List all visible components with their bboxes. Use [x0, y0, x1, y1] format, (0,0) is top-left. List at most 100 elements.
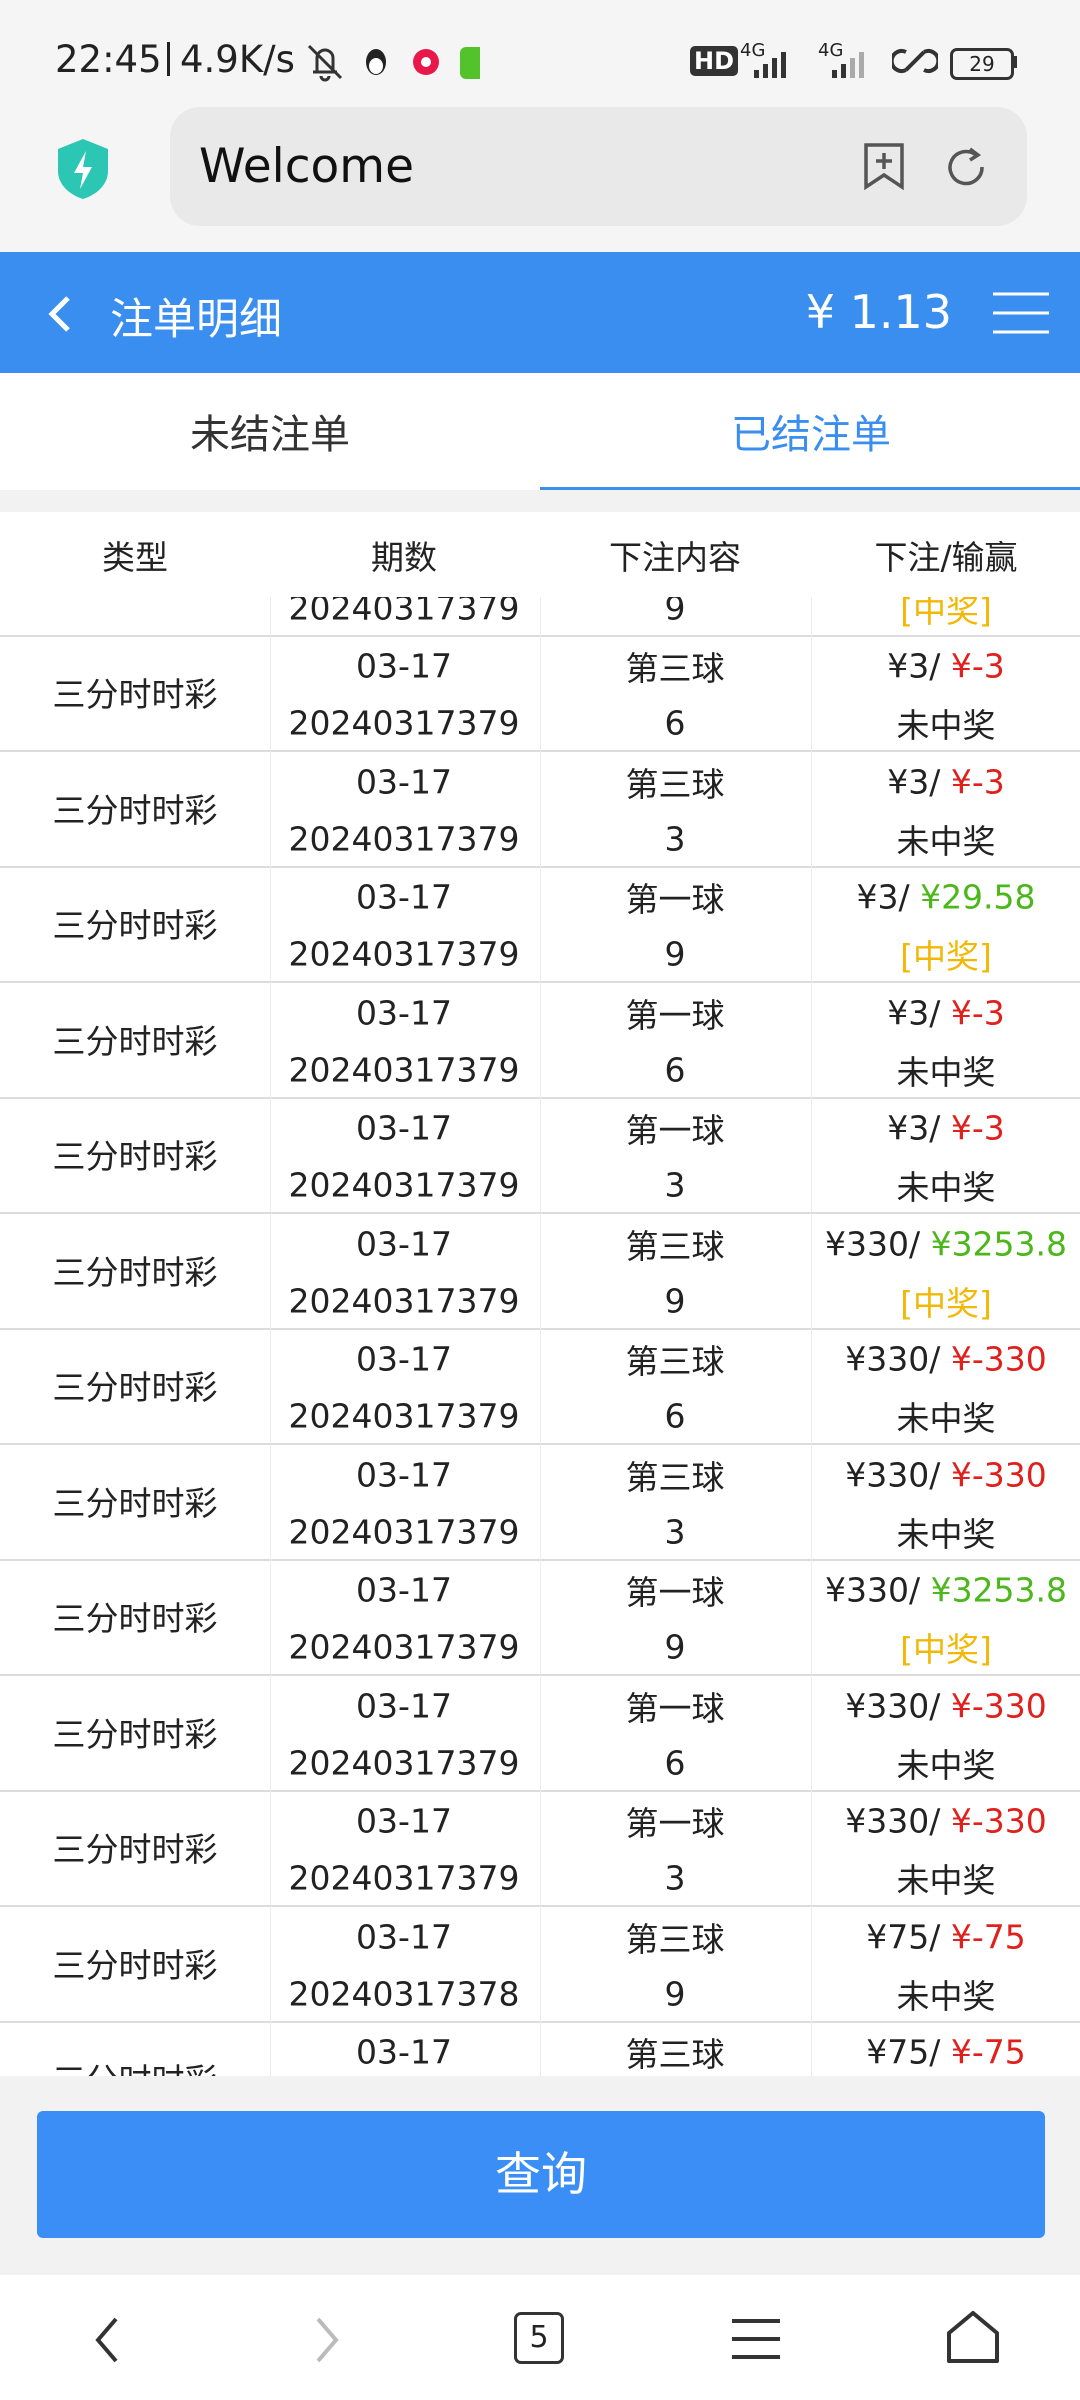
column-divider: [270, 1443, 271, 1559]
win-amount: ¥29.58: [920, 877, 1036, 917]
column-divider: [270, 866, 271, 981]
win-amount: ¥-3: [950, 646, 1005, 686]
column-divider: [270, 2021, 271, 2076]
url-bar[interactable]: Welcome: [170, 107, 1027, 226]
nav-forward[interactable]: [310, 2315, 344, 2365]
bet-result: 未中奖: [896, 1745, 996, 1785]
win-amount: ¥3253.8: [930, 1570, 1068, 1610]
network-label: 4G: [740, 40, 766, 61]
bet-ball: 第三球: [625, 1342, 725, 1381]
bet-ball: 第一球: [625, 1804, 725, 1843]
column-divider: [270, 1212, 271, 1328]
win-amount: ¥-3: [950, 1108, 1005, 1148]
column-divider: [540, 1328, 541, 1443]
shield-icon[interactable]: [54, 137, 112, 201]
signal-icon: [832, 52, 864, 78]
nav-home[interactable]: [945, 2309, 1001, 2365]
bet-date: 03-17: [356, 1917, 452, 1956]
column-divider: [811, 1559, 812, 1674]
column-divider: [270, 1097, 271, 1212]
column-divider: [811, 1790, 812, 1905]
column-divider: [811, 1905, 812, 2021]
bet-number: 9: [664, 597, 686, 628]
lottery-type: 三分时时彩: [52, 906, 218, 945]
column-divider: [811, 750, 812, 866]
column-header: 期数: [371, 538, 437, 577]
stake: ¥3/: [887, 993, 941, 1032]
bet-result: 未中奖: [896, 1861, 996, 1900]
stake: ¥3/: [887, 646, 941, 686]
stake-line: ¥3/ ¥-3: [887, 647, 1005, 686]
bet-number: 3: [664, 1858, 686, 1898]
bet-ball: 第三球: [625, 1226, 725, 1266]
column-divider: [811, 597, 812, 635]
win-amount: ¥-75: [950, 1917, 1026, 1956]
stake: ¥330/: [845, 1686, 941, 1725]
column-divider: [540, 866, 541, 981]
bet-date: 03-17: [356, 1224, 452, 1263]
bet-row: 三分时时彩 03-17 20240317379 第三球 6 ¥3/ ¥-3 未中奖: [0, 635, 1080, 752]
win-amount: ¥-75: [950, 2032, 1026, 2072]
lottery-type: 三分时时彩: [52, 1945, 218, 1985]
column-divider: [811, 1328, 812, 1443]
tab[interactable]: 已结注单: [731, 412, 891, 458]
bet-result: 未中奖: [896, 706, 996, 745]
bet-result: 未中奖: [896, 1514, 996, 1554]
column-divider: [811, 1443, 812, 1559]
tab-count[interactable]: 5: [514, 2312, 564, 2364]
nav-bar: 5: [0, 2275, 1080, 2400]
bookmark-button[interactable]: [860, 141, 908, 191]
tab[interactable]: 未结注单: [190, 412, 350, 458]
nav-back[interactable]: [90, 2315, 124, 2365]
bet-date: 03-17: [356, 993, 452, 1032]
column-divider: [270, 1328, 271, 1443]
status-bar: 22:45 4.9K/s HD 4G 4G 29: [0, 0, 1080, 107]
column-divider: [540, 1674, 541, 1790]
nav-menu[interactable]: [730, 2315, 782, 2363]
bet-ball: 第一球: [625, 1111, 725, 1150]
bet-row: 三分时时彩 03-17 20240317379 第三球 3 ¥3/ ¥-3 未中奖: [0, 750, 1080, 868]
query-button[interactable]: 查询: [37, 2111, 1045, 2238]
stake-line: ¥330/ ¥3253.8: [825, 1224, 1067, 1263]
stake: ¥330/: [824, 1570, 921, 1610]
column-divider: [270, 1905, 271, 2021]
stake-line: ¥330/ ¥3253.8: [825, 1571, 1067, 1610]
column-divider: [811, 866, 812, 981]
back-button[interactable]: [46, 294, 76, 334]
stake: ¥3/: [856, 877, 910, 917]
browser-bar: Welcome: [0, 107, 1080, 252]
win-amount: ¥-3: [950, 762, 1005, 801]
stake: ¥75/: [866, 2032, 941, 2072]
app-icons: [366, 47, 480, 79]
tab-bar: 未结注单 已结注单: [0, 373, 1080, 490]
column-divider: [270, 1790, 271, 1905]
column-divider: [270, 981, 271, 1097]
bet-date: 03-17: [356, 1339, 452, 1379]
stake: ¥3/: [887, 762, 941, 801]
bet-result: [中奖]: [900, 597, 992, 630]
column-divider: [540, 1790, 541, 1905]
column-divider: [270, 1674, 271, 1790]
bet-period: 20240317379: [288, 819, 520, 858]
bet-period: 20240317379: [288, 597, 520, 628]
bet-row: 20240317379 9 [中奖]: [0, 597, 1080, 637]
bet-period: 20240317379: [288, 934, 520, 974]
stake: ¥330/: [845, 1455, 941, 1494]
menu-button[interactable]: [991, 290, 1051, 336]
app-header: 注单明细 ¥ 1.13: [0, 252, 1080, 373]
network-label: 4G: [818, 40, 844, 61]
bet-ball: 第三球: [625, 1919, 725, 1959]
lottery-type: 三分时时彩: [52, 675, 218, 714]
bet-period: 20240317379: [288, 1050, 520, 1089]
column-divider: [811, 981, 812, 1097]
bet-ball: 第三球: [625, 764, 725, 804]
stake-line: ¥330/ ¥-330: [845, 1802, 1047, 1841]
bet-row: 三分时时彩 03-17 20240317379 第三球 9 ¥330/ ¥3253.8 [中…: [0, 1212, 1080, 1330]
bet-result: 未中奖: [896, 1976, 996, 2016]
bet-row: 三分时时彩 03-17 20240317379 第一球 3 ¥330/ ¥-330 未中奖: [0, 1790, 1080, 1907]
bet-result: [中奖]: [900, 1630, 992, 1669]
bet-row: 三分时时彩 03-17 20240317379 第三球 3 ¥330/ ¥-330 未中奖: [0, 1443, 1080, 1561]
stake-line: ¥3/ ¥-3: [887, 993, 1005, 1032]
reload-button[interactable]: [942, 143, 990, 191]
